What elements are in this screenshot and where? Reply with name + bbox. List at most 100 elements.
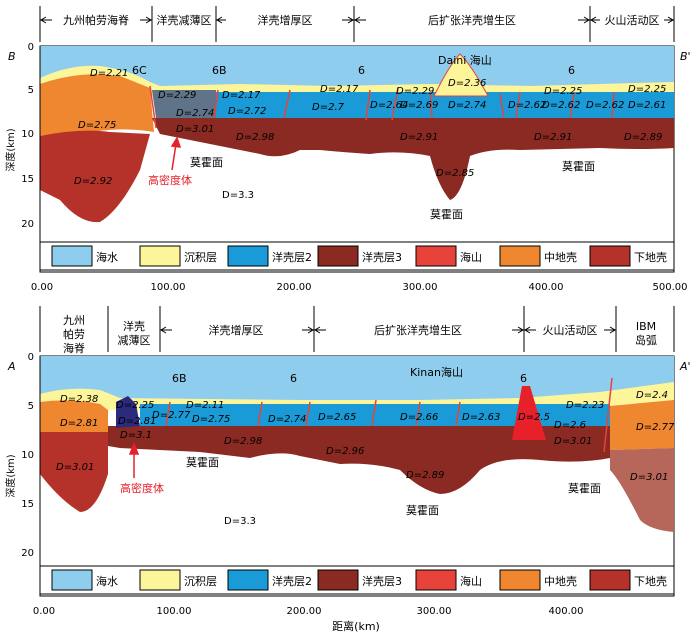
bottom-region-kpr-2: 帕劳 [63,327,85,341]
bottom-density-label: D=2.65 [318,412,356,423]
top-density-label: D=2.91 [400,132,438,143]
top-density-label: D=2.85 [436,168,474,179]
bottom-density-label: D=3.01 [630,472,668,483]
bottom-layer2 [140,404,610,426]
top-ytick: 20 [21,219,34,230]
top-region-header [39,6,675,42]
bottom-density-label: D=2.38 [60,394,98,405]
bottom-xtick: 0.00 [33,606,55,617]
bottom-feature-6: 6 [520,372,527,385]
bottom-density-label: D=2.5 [518,412,550,423]
top-thinned-layer2 [152,90,216,118]
top-xtick: 400.00 [529,282,564,293]
top-feature-6c: 6C [132,64,147,77]
top-density-label: D=2.62 [586,100,624,111]
bottom-region-ibm-2: 岛弧 [635,333,657,347]
bottom-ibm-lower [610,448,674,532]
top-density-label: D=2.62 [542,100,580,111]
bottom-density-label: D=2.11 [186,400,224,411]
bottom-region-post-spreading: 后扩张洋壳增生区 [374,323,462,337]
bottom-mantle-density: D=3.3 [224,516,256,527]
top-mantle-density: D=3.3 [222,190,254,201]
top-layer2 [216,92,674,118]
bottom-high-density-label: 高密度体 [120,481,164,495]
top-layer3 [152,118,674,200]
top-faults [149,85,615,129]
bottom-density-label: D=2.63 [462,412,500,423]
top-legend-middle: 中地壳 [544,250,577,264]
top-xtick: 500.00 [653,282,688,293]
top-seamount-label: Daini 海山 [438,53,492,67]
top-panel: 九州帕劳海脊 洋壳减薄区 洋壳增厚区 后扩张洋壳增生区 火山活动区 [4,6,691,293]
bottom-density-label: D=2.96 [326,446,364,457]
bottom-region-header [39,306,675,352]
top-high-density-label: 高密度体 [148,173,192,187]
bottom-high-density-arrow [128,441,140,478]
bottom-faults [165,377,613,453]
top-density-label: D=2.91 [534,132,572,143]
bottom-moho-label: 莫霍面 [186,456,219,469]
top-legend-layer3: 洋壳层3 [362,250,402,264]
top-corner-left: B [8,50,16,63]
bottom-density-label: D=2.98 [224,436,262,447]
top-density-label: D=2.17 [222,90,261,101]
top-ytick: 15 [21,174,34,185]
top-seawater [40,46,674,88]
bottom-density-label: D=3.01 [56,462,94,473]
top-axes [39,46,674,273]
bottom-region-kpr-3: 海脊 [63,341,85,355]
top-region-thickened: 洋壳增厚区 [258,13,313,27]
top-density-label: D=2.29 [158,90,196,101]
top-ytick: 5 [28,85,34,96]
bottom-corner-left: A [7,360,16,373]
top-xtick: 300.00 [403,282,438,293]
top-region-post-spreading: 后扩张洋壳增生区 [428,13,516,27]
top-legend-seamount: 海山 [460,250,482,264]
top-region-kpr: 九州帕劳海脊 [63,13,129,27]
top-ytick: 0 [28,42,34,53]
top-density-label: D=2.74 [176,108,214,119]
top-density-label: D=2.25 [628,84,666,95]
bottom-density-label: D=2.77 [152,410,191,421]
bottom-density-label: D=2.81 [118,416,156,427]
bottom-xtick: 200.00 [287,606,322,617]
bottom-legend-seawater: 海水 [96,574,118,588]
top-ytick: 10 [21,129,34,140]
bottom-seamount [512,386,546,440]
bottom-ytick: 5 [28,401,34,412]
top-moho-label: 莫霍面 [190,156,223,169]
bottom-density-label: D=2.77 [636,422,675,433]
bottom-ytick: 10 [21,450,34,461]
top-density-label: D=2.74 [448,100,486,111]
top-density-label: D=2.69 [400,100,438,111]
top-density-label: D=2.75 [78,120,116,131]
bottom-sediment [40,382,674,410]
top-density-label: D=2.61 [628,100,666,111]
bottom-moho-label: 莫霍面 [568,482,601,495]
bottom-region-kpr-1: 九州 [63,314,85,327]
top-density-label: D=2.72 [228,106,266,117]
bottom-axes [39,356,674,597]
bottom-region-thin-1: 洋壳 [123,319,145,333]
bottom-ytick: 20 [21,548,34,559]
top-lower-crust [40,130,150,223]
top-region-thinned: 洋壳减薄区 [157,13,212,27]
bottom-ibm-middle [610,400,674,450]
top-moho-label: 莫霍面 [430,208,463,221]
bottom-region-thickened: 洋壳增厚区 [209,323,264,337]
bottom-feature-6: 6 [290,372,297,385]
top-density-label: D=2.36 [448,78,486,89]
bottom-xlabel: 距离(km) [332,619,380,633]
bottom-legend-seamount: 海山 [460,574,482,588]
bottom-density-label: D=2.23 [566,400,604,411]
bottom-region-ibm-1: IBM [636,320,656,333]
bottom-legend-middle: 中地壳 [544,574,577,588]
bottom-legend-layer3: 洋壳层3 [362,574,402,588]
top-xtick: 100.00 [151,282,186,293]
bottom-corner-right: A' [679,360,691,373]
top-density-label: D=2.92 [74,176,112,187]
top-density-label: D=3.01 [176,124,214,135]
top-region-volcanic: 火山活动区 [605,14,660,27]
bottom-density-label: D=3.01 [554,436,592,447]
bottom-layer3 [108,426,610,494]
